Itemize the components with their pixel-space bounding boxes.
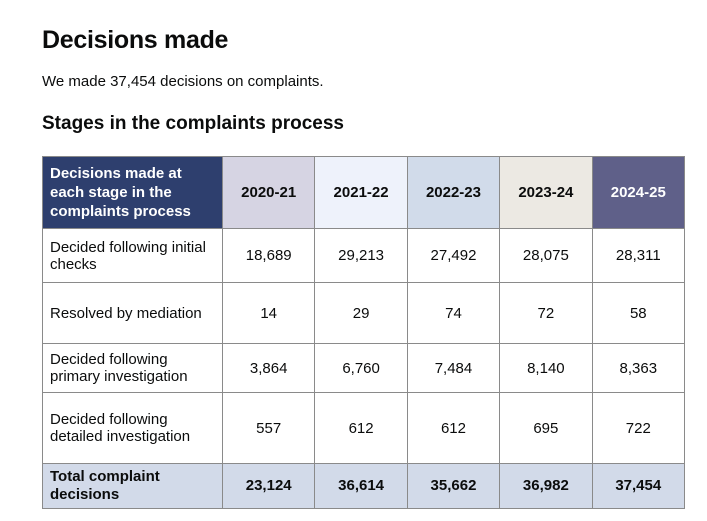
row-label: Decided following primary investigation: [42, 343, 223, 393]
table-cell: 18,689: [221, 228, 316, 283]
row-label: Decided following initial checks: [42, 228, 223, 283]
total-cell: 35,662: [406, 463, 501, 509]
corner-header: Decisions made at each stage in the comp…: [42, 156, 223, 229]
table-cell: 8,363: [591, 343, 686, 393]
decisions-table: Decisions made at each stage in the comp…: [42, 156, 686, 509]
row-label: Decided following detailed investigation: [42, 392, 223, 464]
table-cell: 695: [499, 392, 593, 464]
table-cell: 612: [314, 392, 408, 464]
total-cell: 36,982: [499, 463, 593, 509]
column-header: 2021-22: [314, 156, 408, 229]
page-title: Decisions made: [42, 26, 229, 54]
table-cell: 58: [591, 282, 686, 344]
table-cell: 612: [406, 392, 501, 464]
summary-text: We made 37,454 decisions on complaints.: [42, 73, 324, 90]
table-cell: 29: [314, 282, 408, 344]
table-cell: 14: [221, 282, 316, 344]
table-cell: 722: [591, 392, 686, 464]
table-cell: 27,492: [406, 228, 501, 283]
table-cell: 7,484: [406, 343, 501, 393]
table-cell: 6,760: [314, 343, 408, 393]
total-cell: 36,614: [314, 463, 408, 509]
total-label: Total complaint decisions: [42, 463, 223, 509]
table-cell: 3,864: [221, 343, 316, 393]
table-cell: 28,075: [499, 228, 593, 283]
column-header: 2022-23: [406, 156, 501, 229]
row-label: Resolved by mediation: [42, 282, 223, 344]
column-header: 2020-21: [221, 156, 316, 229]
table-row: Decided following primary investigation 3…: [42, 343, 686, 393]
table-row: Decided following detailed investigation…: [42, 392, 686, 464]
total-cell: 37,454: [591, 463, 686, 509]
table-cell: 72: [499, 282, 593, 344]
total-cell: 23,124: [221, 463, 316, 509]
section-title: Stages in the complaints process: [42, 113, 344, 134]
table-cell: 8,140: [499, 343, 593, 393]
column-header: 2024-25: [591, 156, 686, 229]
table-cell: 74: [406, 282, 501, 344]
table-cell: 29,213: [314, 228, 408, 283]
table-row: Resolved by mediation 14 29 74 72 58: [42, 282, 686, 344]
total-row: Total complaint decisions 23,124 36,614 35,…: [42, 463, 686, 509]
table-cell: 28,311: [591, 228, 686, 283]
table-row: Decided following initial checks 18,689 29…: [42, 228, 686, 283]
column-header: 2023-24: [499, 156, 593, 229]
table-cell: 557: [221, 392, 316, 464]
